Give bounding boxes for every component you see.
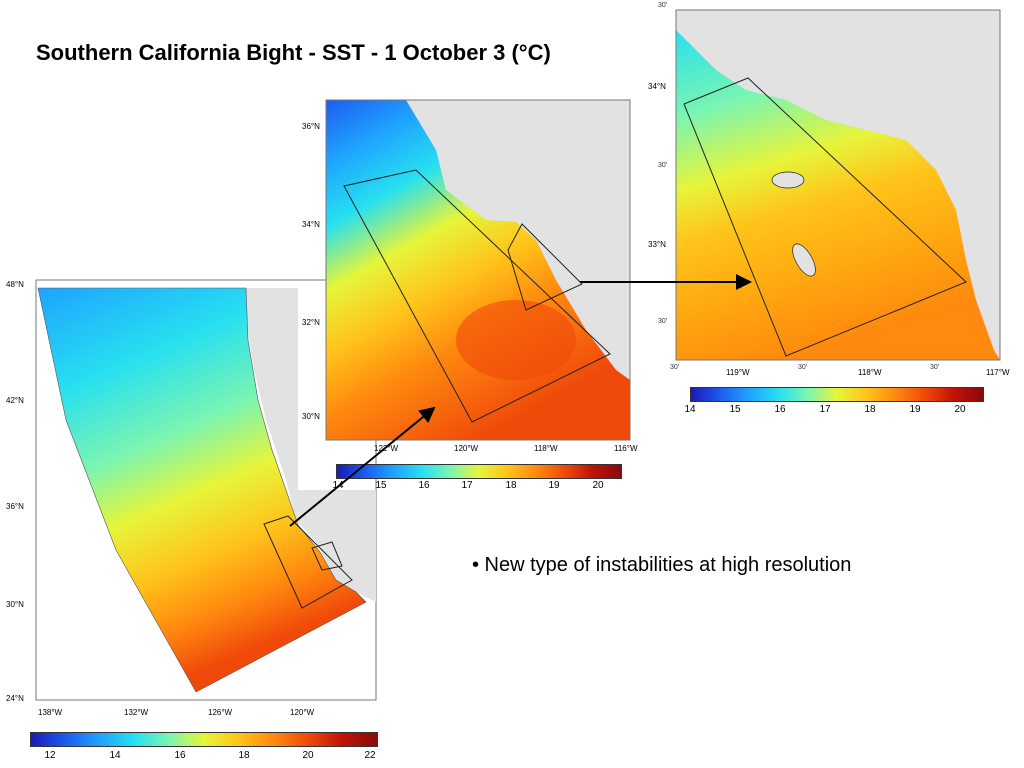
small-lon-minor: 30' [930,364,940,371]
medium-lat-label: 34°N [302,220,320,229]
small-lat-minor: 30' [670,364,680,371]
medium-lat-label: 36°N [302,122,320,131]
small-colorbar-tick: 16 [774,404,786,415]
small-lat-label: 33°N [648,240,666,249]
medium-lon-label: 120°W [454,444,479,453]
large-colorbar-tick: 12 [44,750,56,761]
medium-colorbar-tick: 18 [505,480,517,491]
large-lon-label: 126°W [208,708,233,717]
large-colorbar-tick: 14 [109,750,121,761]
small-sst-map: 34°N 33°N 30' 30' 30' 30' 119°W 118°W 11… [648,2,1010,377]
small-lon-label: 117°W [986,368,1010,377]
zoom-arrow-1 [289,406,436,527]
medium-colorbar [336,464,622,479]
large-lon-label: 120°W [290,708,315,717]
small-colorbar-tick: 20 [954,404,966,415]
large-lat-label: 24°N [6,694,24,703]
large-lat-label: 48°N [6,280,24,289]
small-colorbar-tick: 17 [819,404,831,415]
large-sst-map: 48°N 42°N 36°N 30°N 24°N 138°W 132°W 126… [6,279,377,717]
small-colorbar-tick: 19 [909,404,921,415]
large-colorbar-tick: 18 [238,750,250,761]
bullet-point: • New type of instabilities at high reso… [472,554,852,576]
small-colorbar [690,387,984,402]
small-lat-minor: 30' [658,318,668,325]
large-lon-label: 138°W [38,708,63,717]
medium-lon-label: 118°W [534,444,558,453]
large-colorbar [30,732,378,747]
medium-sst-map: 36°N 34°N 32°N 30°N 122°W 120°W 118°W 11… [302,99,638,453]
small-lat-minor: 30' [658,2,668,9]
small-colorbar-tick: 14 [684,404,696,415]
medium-lat-label: 30°N [302,412,320,421]
large-colorbar-tick: 22 [364,750,376,761]
medium-colorbar-tick: 16 [418,480,430,491]
medium-map-graphic [325,99,631,441]
small-lat-label: 34°N [648,82,666,91]
small-colorbar-tick: 15 [729,404,741,415]
small-lon-minor: 30' [798,364,808,371]
large-colorbar-tick: 20 [302,750,314,761]
medium-colorbar-tick: 17 [461,480,473,491]
small-colorbar-tick: 18 [864,404,876,415]
large-lat-label: 36°N [6,502,24,511]
small-lon-label: 119°W [726,368,750,377]
slide-title: Southern California Bight - SST - 1 Octo… [36,40,551,65]
medium-colorbar-tick: 20 [592,480,604,491]
large-lat-label: 30°N [6,600,24,609]
small-lat-minor: 30' [658,162,668,169]
large-colorbar-tick: 16 [174,750,186,761]
small-lon-label: 118°W [858,368,882,377]
medium-lat-label: 32°N [302,318,320,327]
large-map-graphic [35,279,377,701]
large-lat-label: 42°N [6,396,24,405]
medium-colorbar-tick: 15 [375,480,387,491]
large-lon-label: 132°W [124,708,149,717]
medium-lon-label: 116°W [614,444,638,453]
small-map-graphic [675,9,1001,361]
medium-colorbar-tick: 19 [548,480,560,491]
